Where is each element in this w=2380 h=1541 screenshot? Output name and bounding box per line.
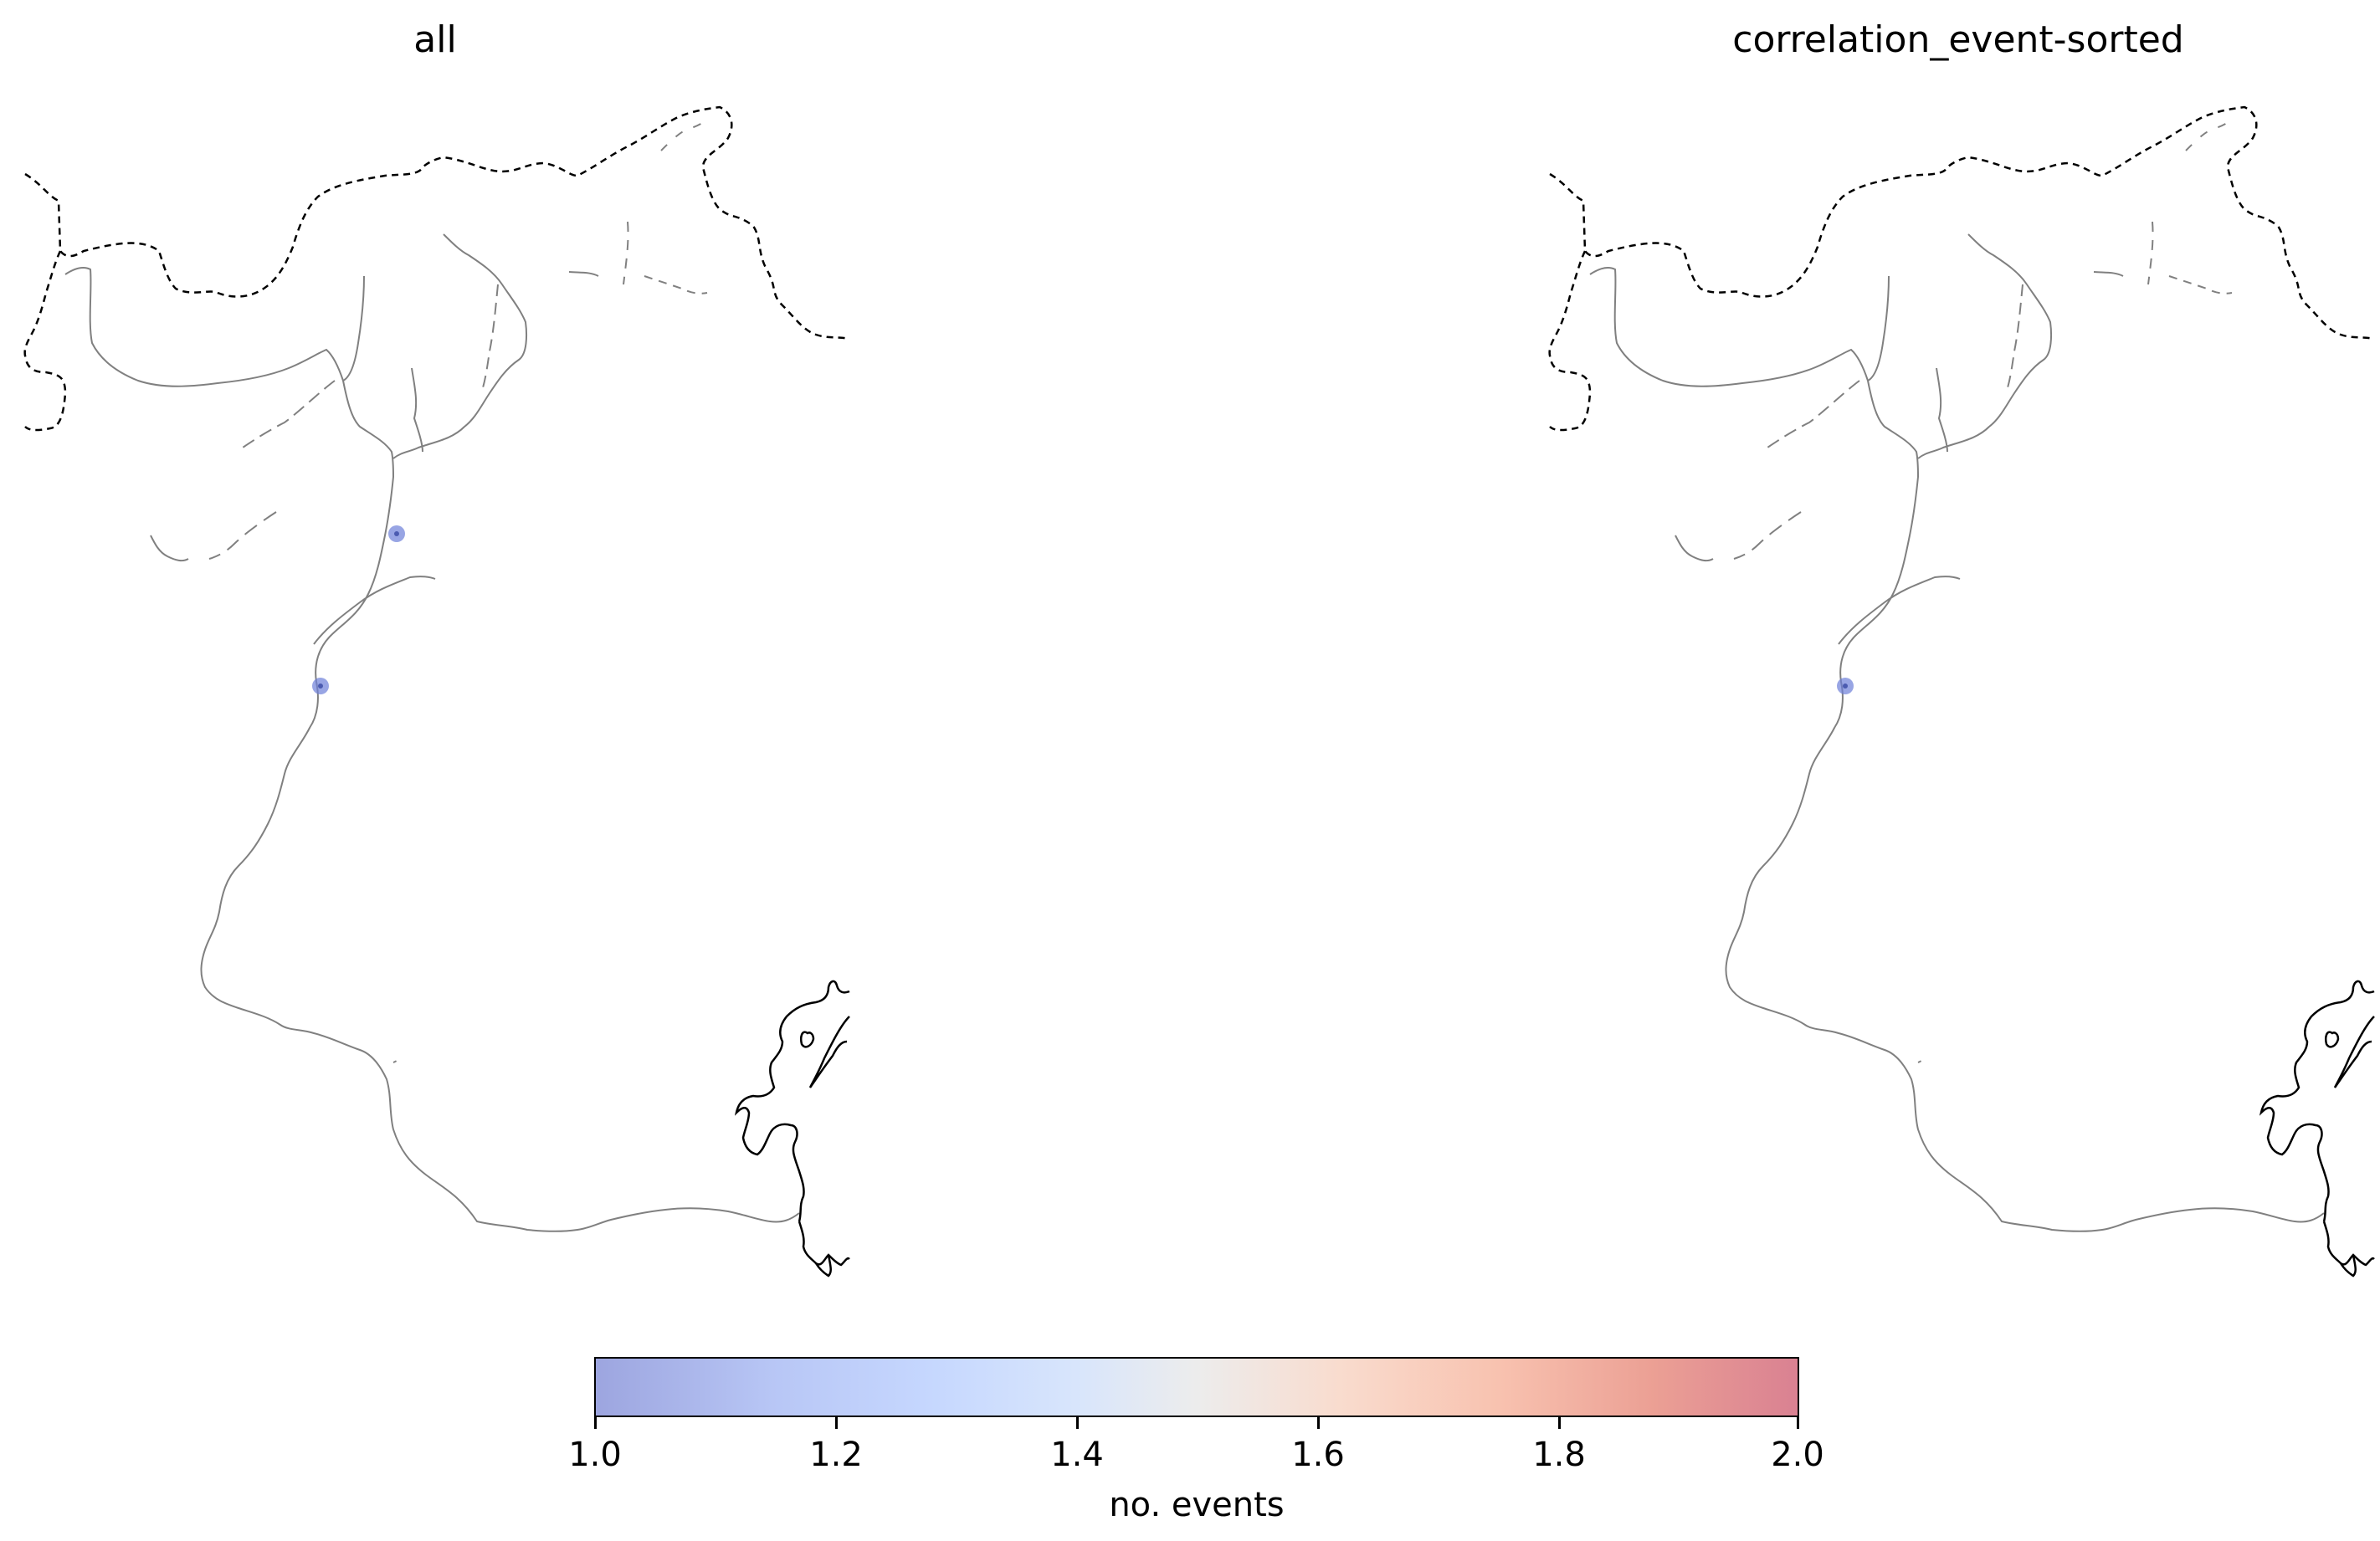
colorbar-tick [835, 1417, 838, 1429]
basemap [1548, 105, 2376, 1277]
colorbar-tick [1797, 1417, 1799, 1429]
event-marker [1837, 678, 1854, 694]
event-marker [312, 678, 329, 694]
colorbar-tick [594, 1417, 597, 1429]
colorbar-tick-label: 1.4 [1050, 1436, 1104, 1474]
event-marker [388, 525, 405, 542]
map-panel-all [23, 105, 851, 1277]
event-markers [312, 525, 405, 694]
colorbar-tick-label: 2.0 [1771, 1436, 1824, 1474]
colorbar-tick-label: 1.2 [809, 1436, 863, 1474]
panel-title-all: all [413, 18, 457, 61]
panel-title-correlation-event-sorted: correlation_event-sorted [1732, 18, 2184, 61]
colorbar-tick [1558, 1417, 1561, 1429]
map-panel-correlation-event-sorted [1548, 105, 2376, 1277]
colorbar-tick-label: 1.6 [1291, 1436, 1345, 1474]
colorbar-tick-label: 1.0 [568, 1436, 622, 1474]
colorbar-tick-label: 1.8 [1532, 1436, 1586, 1474]
colorbar-label: no. events [1109, 1486, 1285, 1524]
colorbar-tick [1317, 1417, 1320, 1429]
colorbar-tick [1076, 1417, 1079, 1429]
colorbar [594, 1357, 1799, 1417]
basemap [23, 105, 851, 1277]
event-markers [1837, 678, 1854, 694]
